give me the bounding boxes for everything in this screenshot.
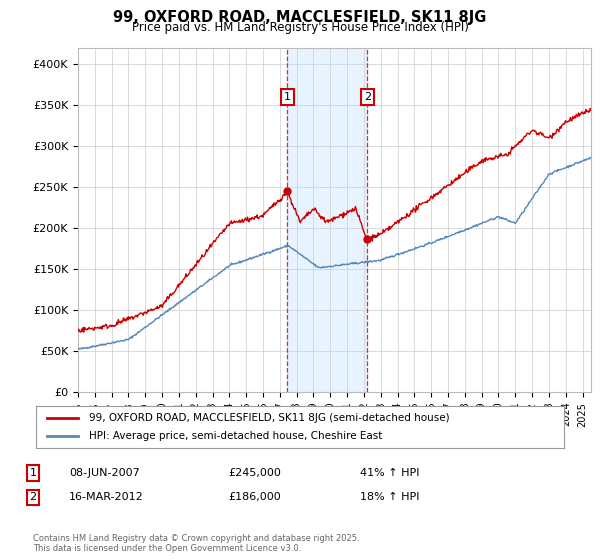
Text: Price paid vs. HM Land Registry's House Price Index (HPI): Price paid vs. HM Land Registry's House … [131,21,469,34]
Text: 41% ↑ HPI: 41% ↑ HPI [360,468,419,478]
Text: 99, OXFORD ROAD, MACCLESFIELD, SK11 8JG (semi-detached house): 99, OXFORD ROAD, MACCLESFIELD, SK11 8JG … [89,413,449,423]
Text: 08-JUN-2007: 08-JUN-2007 [69,468,140,478]
Text: £245,000: £245,000 [228,468,281,478]
Text: 99, OXFORD ROAD, MACCLESFIELD, SK11 8JG: 99, OXFORD ROAD, MACCLESFIELD, SK11 8JG [113,10,487,25]
Text: £186,000: £186,000 [228,492,281,502]
Text: Contains HM Land Registry data © Crown copyright and database right 2025.
This d: Contains HM Land Registry data © Crown c… [33,534,359,553]
Text: HPI: Average price, semi-detached house, Cheshire East: HPI: Average price, semi-detached house,… [89,431,382,441]
Text: 18% ↑ HPI: 18% ↑ HPI [360,492,419,502]
Bar [287,48,367,392]
Text: 16-MAR-2012: 16-MAR-2012 [69,492,144,502]
Text: 2: 2 [29,492,37,502]
Text: 1: 1 [29,468,37,478]
Text: 1: 1 [284,92,291,102]
Text: 2: 2 [364,92,371,102]
